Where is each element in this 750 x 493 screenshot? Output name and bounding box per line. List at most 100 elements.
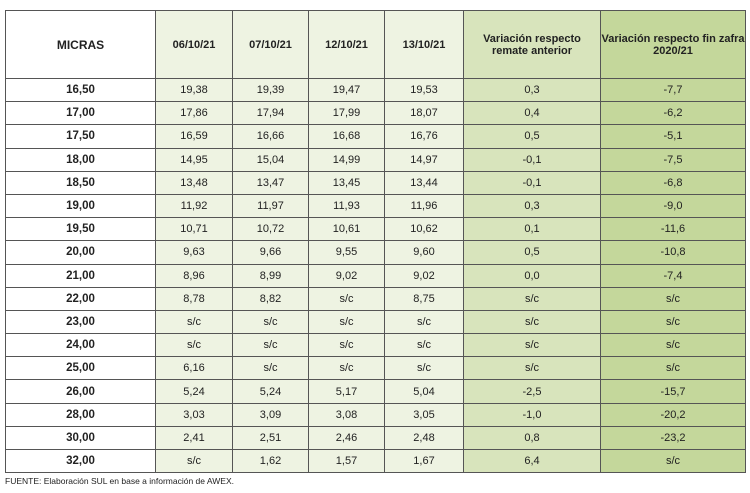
value-cell: 10,71 [155,217,233,242]
value-cell: 0,1 [463,217,601,242]
value-cell: 11,93 [308,193,385,219]
value-cell: -5,1 [600,124,746,149]
value-cell: 13,45 [308,170,385,195]
micron-cell: 17,50 [5,124,156,149]
value-cell: 9,02 [384,263,464,288]
table-row: 30,00 2,41 2,51 2,46 2,48 0,8 -23,2 [5,425,746,451]
value-cell: 10,72 [232,217,309,242]
value-cell: -0,1 [463,170,601,195]
value-cell: 16,59 [155,124,233,149]
value-cell: s/c [308,333,385,358]
value-cell: 2,46 [308,425,385,451]
table-row: 28,00 3,03 3,09 3,08 3,05 -1,0 -20,2 [5,402,746,427]
value-cell: s/c [463,286,601,311]
value-cell: 5,04 [384,379,464,404]
value-cell: -20,2 [600,402,746,427]
value-cell: 5,24 [232,379,309,404]
value-cell: 8,75 [384,286,464,311]
column-header: 13/10/21 [384,10,464,79]
value-cell: s/c [463,309,601,335]
value-cell: -15,7 [600,379,746,404]
value-cell: 9,60 [384,240,464,265]
micron-cell: 19,00 [5,193,156,219]
wool-price-table: MICRAS 06/10/21 07/10/21 12/10/21 13/10/21 Va… [5,10,746,474]
column-header: 06/10/21 [155,10,233,79]
table-row: 17,00 17,86 17,94 17,99 18,07 0,4 -6,2 [5,101,746,126]
value-cell: s/c [155,309,233,335]
value-cell: 9,02 [308,263,385,288]
value-cell: s/c [384,333,464,358]
table-row: 21,00 8,96 8,99 9,02 9,02 0,0 -7,4 [5,263,746,288]
value-cell: -7,7 [600,77,746,103]
micron-cell: 25,00 [5,356,156,381]
value-cell: 0,3 [463,193,601,219]
value-cell: -6,8 [600,170,746,195]
value-cell: s/c [600,448,746,474]
value-cell: 19,39 [232,77,309,103]
value-cell: s/c [308,309,385,335]
micron-cell: 19,50 [5,217,156,242]
value-cell: s/c [463,333,601,358]
value-cell: s/c [600,356,746,381]
value-cell: 14,97 [384,147,464,172]
value-cell: 14,95 [155,147,233,172]
table-row: 19,00 11,92 11,97 11,93 11,96 0,3 -9,0 [5,193,746,219]
value-cell: 16,76 [384,124,464,149]
value-cell: 17,99 [308,101,385,126]
value-cell: -1,0 [463,402,601,427]
value-cell: 13,47 [232,170,309,195]
value-cell: 9,66 [232,240,309,265]
value-cell: 1,62 [232,448,309,474]
micron-cell: 23,00 [5,309,156,335]
value-cell: s/c [308,356,385,381]
value-cell: 19,47 [308,77,385,103]
value-cell: 18,07 [384,101,464,126]
value-cell: -7,5 [600,147,746,172]
value-cell: -23,2 [600,425,746,451]
table-row: 25,00 6,16 s/c s/c s/c s/c s/c [5,356,746,381]
value-cell: 3,05 [384,402,464,427]
micron-cell: 22,00 [5,286,156,311]
micron-cell: 28,00 [5,402,156,427]
value-cell: 2,41 [155,425,233,451]
value-cell: 16,66 [232,124,309,149]
micron-cell: 24,00 [5,333,156,358]
micron-cell: 20,00 [5,240,156,265]
value-cell: 1,67 [384,448,464,474]
value-cell: s/c [600,333,746,358]
value-cell: 13,44 [384,170,464,195]
micron-cell: 32,00 [5,448,156,474]
micron-cell: 18,00 [5,147,156,172]
micron-cell: 26,00 [5,379,156,404]
value-cell: s/c [463,356,601,381]
value-cell: -7,4 [600,263,746,288]
value-cell: 14,99 [308,147,385,172]
value-cell: 8,96 [155,263,233,288]
table-row: 19,50 10,71 10,72 10,61 10,62 0,1 -11,6 [5,217,746,242]
column-header: 07/10/21 [232,10,309,79]
value-cell: -2,5 [463,379,601,404]
table-row: 26,00 5,24 5,24 5,17 5,04 -2,5 -15,7 [5,379,746,404]
table-row: 24,00 s/c s/c s/c s/c s/c s/c [5,333,746,358]
table-row: 16,50 19,38 19,39 19,47 19,53 0,3 -7,7 [5,77,746,103]
value-cell: s/c [232,309,309,335]
value-cell: 8,99 [232,263,309,288]
value-cell: s/c [384,309,464,335]
table-row: 17,50 16,59 16,66 16,68 16,76 0,5 -5,1 [5,124,746,149]
value-cell: -6,2 [600,101,746,126]
value-cell: 10,61 [308,217,385,242]
value-cell: 11,97 [232,193,309,219]
value-cell: s/c [600,286,746,311]
value-cell: 3,09 [232,402,309,427]
value-cell: 17,86 [155,101,233,126]
micron-cell: 16,50 [5,77,156,103]
value-cell: 9,55 [308,240,385,265]
value-cell: 0,0 [463,263,601,288]
value-cell: 0,5 [463,124,601,149]
micron-cell: 30,00 [5,425,156,451]
column-header: 12/10/21 [308,10,385,79]
value-cell: s/c [155,333,233,358]
value-cell: s/c [308,286,385,311]
value-cell: s/c [384,356,464,381]
value-cell: -9,0 [600,193,746,219]
